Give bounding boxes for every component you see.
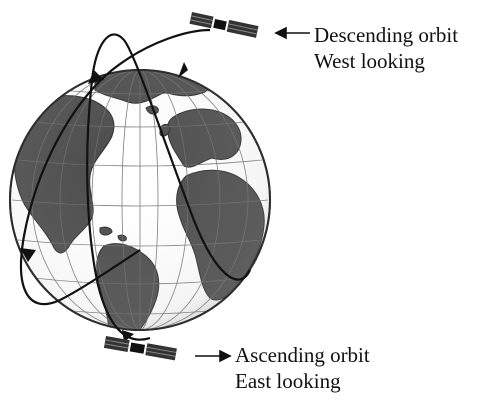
arrow-right-icon <box>195 349 232 363</box>
arrowhead-icon <box>20 248 36 262</box>
ascending-orbit-path <box>86 33 252 341</box>
satellite-icon <box>103 336 177 361</box>
arrowhead-icon <box>88 70 104 84</box>
ascending-orbit-subtitle: East looking <box>235 369 341 393</box>
arrow-left-icon <box>274 26 310 40</box>
arrowhead-icon <box>122 330 134 342</box>
ascending-orbit-title: Ascending orbit <box>235 343 370 367</box>
satellite-icon <box>189 12 259 38</box>
descending-orbit-subtitle: West looking <box>314 49 425 73</box>
descending-orbit-title: Descending orbit <box>314 23 459 47</box>
satellite-top <box>189 12 259 38</box>
orbit-arrowheads <box>20 62 188 342</box>
satellite-bottom <box>103 336 177 361</box>
ascending-orbit-label: Ascending orbit East looking <box>235 342 370 394</box>
descending-orbit-label: Descending orbit West looking <box>314 22 458 74</box>
arrowhead-icon <box>178 62 188 78</box>
